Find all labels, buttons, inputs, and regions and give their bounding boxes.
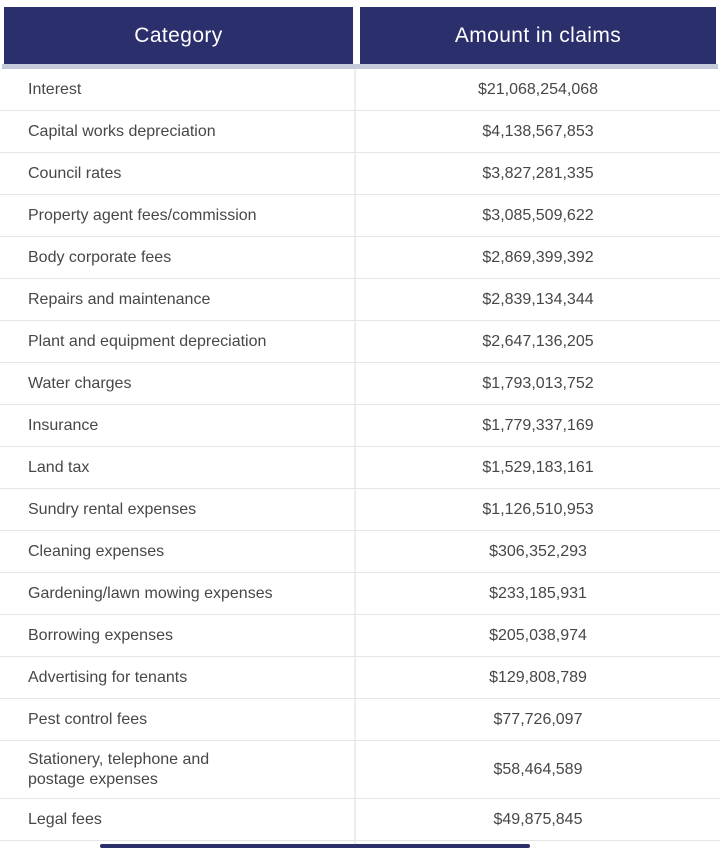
amount-cell: $1,529,183,161: [482, 458, 594, 476]
amount-cell: $3,085,509,622: [482, 206, 594, 224]
amount-cell: $2,647,136,205: [482, 332, 594, 350]
amount-cell: $129,808,789: [489, 668, 587, 686]
category-cell: Capital works depreciation: [0, 111, 356, 152]
amount-cell: $233,185,931: [489, 584, 587, 602]
table-body: Interest $21,068,254,068 Capital works d…: [0, 69, 720, 848]
table-row: Cleaning expenses $306,352,293: [0, 531, 720, 573]
table-header-amount: Amount in claims: [360, 7, 716, 64]
amount-cell: $2,839,134,344: [482, 290, 594, 308]
table-row: Interest $21,068,254,068: [0, 69, 720, 111]
category-cell: Advertising for tenants: [0, 657, 356, 698]
amount-cell: $205,038,974: [489, 626, 587, 644]
category-cell: Council rates: [0, 153, 356, 194]
home-indicator-bar: [100, 844, 530, 848]
category-cell: Plant and equipment depreciation: [0, 321, 356, 362]
table-header: Category Amount in claims: [4, 7, 716, 64]
table-row: Body corporate fees $2,869,399,392: [0, 237, 720, 279]
table-row: Sundry rental expenses $1,126,510,953: [0, 489, 720, 531]
category-cell: Stationery, telephone and postage expens…: [0, 741, 356, 798]
amount-cell: $58,464,589: [493, 760, 583, 778]
category-cell: Interest: [0, 69, 356, 110]
header-shadow: [2, 64, 718, 69]
amount-cell: $3,827,281,335: [482, 164, 594, 182]
table-row: Capital works depreciation $4,138,567,85…: [0, 111, 720, 153]
table-row: Repairs and maintenance $2,839,134,344: [0, 279, 720, 321]
table-header-category: Category: [4, 7, 353, 64]
amount-cell: $21,068,254,068: [477, 80, 599, 98]
amount-cell: $4,138,567,853: [482, 122, 594, 140]
amount-cell: $1,793,013,752: [482, 374, 594, 392]
category-cell: Insurance: [0, 405, 356, 446]
table-row: Pest control fees $77,726,097: [0, 699, 720, 741]
amount-cell: $1,779,337,169: [482, 416, 594, 434]
category-cell: Cleaning expenses: [0, 531, 356, 572]
category-cell: Property agent fees/commission: [0, 195, 356, 236]
category-cell: Land tax: [0, 447, 356, 488]
amount-cell: $49,875,845: [493, 810, 583, 828]
table-row: Borrowing expenses $205,038,974: [0, 615, 720, 657]
category-cell: Legal fees: [0, 799, 356, 840]
table-row: Water charges $1,793,013,752: [0, 363, 720, 405]
table-row: Property agent fees/commission $3,085,50…: [0, 195, 720, 237]
category-cell: Gardening/lawn mowing expenses: [0, 573, 356, 614]
table-row: Advertising for tenants $129,808,789: [0, 657, 720, 699]
amount-cell: $1,126,510,953: [482, 500, 594, 518]
amount-cell: $306,352,293: [489, 542, 587, 560]
table-row: Plant and equipment depreciation $2,647,…: [0, 321, 720, 363]
category-cell: Pest control fees: [0, 699, 356, 740]
table-row: Insurance $1,779,337,169: [0, 405, 720, 447]
category-cell: Body corporate fees: [0, 237, 356, 278]
category-cell: Borrowing expenses: [0, 615, 356, 656]
table-row: Legal fees $49,875,845: [0, 799, 720, 841]
table-row: Land tax $1,529,183,161: [0, 447, 720, 489]
category-cell: Water charges: [0, 363, 356, 404]
category-cell: Repairs and maintenance: [0, 279, 356, 320]
table-row: Stationery, telephone and postage expens…: [0, 741, 720, 799]
amount-cell: $77,726,097: [493, 710, 583, 728]
table-row: Council rates $3,827,281,335: [0, 153, 720, 195]
table-row: Gardening/lawn mowing expenses $233,185,…: [0, 573, 720, 615]
amount-cell: $2,869,399,392: [482, 248, 594, 266]
category-cell: Sundry rental expenses: [0, 489, 356, 530]
